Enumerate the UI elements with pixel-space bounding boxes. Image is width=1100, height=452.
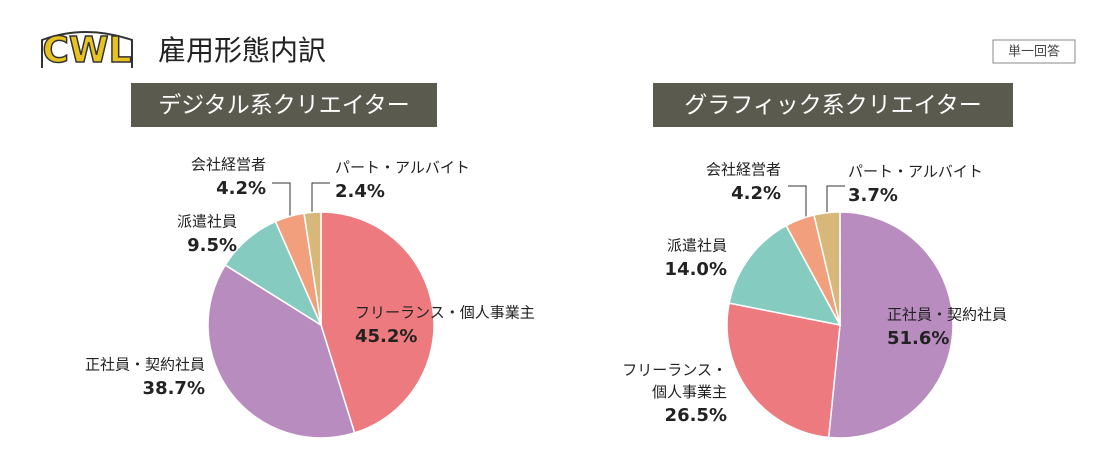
pie-slice (726, 302, 841, 439)
value-label: 38.7% (143, 378, 205, 399)
logo-frame (41, 31, 133, 68)
chart-title-box (653, 83, 1013, 127)
leader-line (788, 185, 807, 220)
slice-label: 会社経営者 (706, 161, 781, 179)
slice-label: 派遣社員 (667, 237, 727, 255)
value-label: 45.2% (355, 326, 417, 347)
pie-slice (207, 264, 356, 439)
pie-slice (320, 211, 435, 434)
slice-label: 会社経営者 (191, 156, 266, 174)
pie-slice (728, 224, 842, 327)
leader-line (272, 182, 291, 218)
value-label: 3.7% (848, 185, 898, 206)
slice-label: 正社員・契約社員 (85, 356, 205, 374)
logo: CWL (42, 30, 131, 71)
pie-slice (813, 211, 841, 326)
slice-label: パート・アルバイト (335, 159, 470, 177)
badge: 単一回答 (1008, 44, 1060, 60)
leader-line (311, 182, 330, 215)
value-label: 2.4% (335, 181, 385, 202)
slice-label: 派遣社員 (177, 213, 237, 231)
chart-title: グラフィック系クリエイター (684, 93, 982, 119)
value-label: 51.6% (887, 328, 949, 349)
chart-title-box (131, 83, 437, 127)
leader-line (826, 185, 845, 216)
slice-label: フリーランス・個人事業主 (355, 304, 535, 322)
chart-title: デジタル系クリエイター (158, 93, 410, 119)
value-label: 9.5% (187, 235, 237, 256)
value-label: 4.2% (216, 178, 266, 199)
pie-slice (827, 211, 954, 439)
value-label: 14.0% (665, 259, 727, 280)
slice-label: フリーランス・個人事業主 (622, 361, 727, 401)
value-label: 26.5% (665, 405, 727, 426)
badge-box (992, 39, 1076, 64)
pie-slice (303, 211, 322, 326)
slice-label: 正社員・契約社員 (887, 306, 1007, 324)
slice-label: パート・アルバイト (848, 163, 983, 181)
value-label: 4.2% (731, 183, 781, 204)
page-title: 雇用形態内訳 (158, 34, 326, 67)
